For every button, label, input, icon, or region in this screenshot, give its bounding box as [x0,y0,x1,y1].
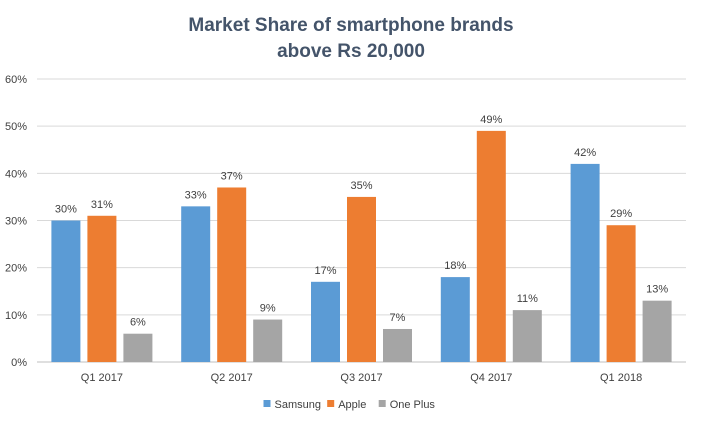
data-label: 29% [610,208,632,220]
bar-one-plus [253,319,283,362]
bar-one-plus [383,328,412,362]
legend-swatch [327,400,335,407]
data-label: 33% [185,189,207,201]
data-label: 13% [646,284,668,296]
data-label: 7% [390,312,406,324]
bar-one-plus [123,333,153,362]
x-axis-ticks: Q1 2017 Q2 2017 Q3 2017 Q4 2017 Q1 2018 [81,372,642,384]
y-tick-label: 0% [11,357,27,369]
chart-title-line-1: Market Share of smartphone brands [188,15,513,36]
bar-samsung [51,220,81,362]
data-label: 18% [444,260,466,272]
x-tick-label: Q2 2017 [211,372,253,384]
legend-label: Apple [338,399,366,411]
x-tick-label: Q3 2017 [340,372,382,384]
bar-apple [347,196,376,362]
y-axis-ticks: 0% 10% 20% 30% 40% 50% 60% [5,74,27,369]
bar-one-plus [642,300,672,362]
y-tick-label: 40% [5,168,27,180]
bar-samsung [311,281,340,362]
data-label: 35% [350,180,372,192]
bar-apple [476,130,506,362]
data-label: 9% [260,303,276,315]
legend-label: One Plus [390,399,436,411]
data-label: 30% [55,204,77,216]
bar-one-plus [512,310,542,362]
data-label: 6% [130,317,146,329]
data-labels: 30% 31% 6% 33% 37% 9% 17% 35% 7% 18% 49% 11% 42% 29% 1… [55,114,668,329]
y-tick-label: 50% [5,121,27,133]
legend: Samsung Apple One Plus [263,399,436,411]
legend-label: Samsung [275,399,321,411]
x-tick-label: Q4 2017 [470,372,512,384]
bar-samsung [570,163,600,362]
chart-title-line-2: above Rs 20,000 [277,41,425,62]
data-label: 37% [221,170,243,182]
data-label: 42% [574,147,596,159]
legend-swatch [263,400,271,407]
bar-samsung [181,206,211,362]
data-label: 17% [314,265,336,277]
bars [51,130,672,362]
x-tick-label: Q1 2017 [81,372,123,384]
data-label: 11% [517,293,538,305]
y-tick-label: 60% [5,74,27,86]
y-tick-label: 30% [5,216,27,228]
bar-samsung [440,277,470,362]
bar-apple [606,225,636,362]
x-tick-label: Q1 2018 [600,372,642,384]
bar-apple [217,187,247,362]
y-tick-label: 10% [5,310,27,322]
data-label: 31% [91,199,113,211]
legend-swatch [378,400,386,407]
data-label: 49% [480,114,502,126]
bar-apple [87,215,117,362]
y-tick-label: 20% [5,263,27,275]
